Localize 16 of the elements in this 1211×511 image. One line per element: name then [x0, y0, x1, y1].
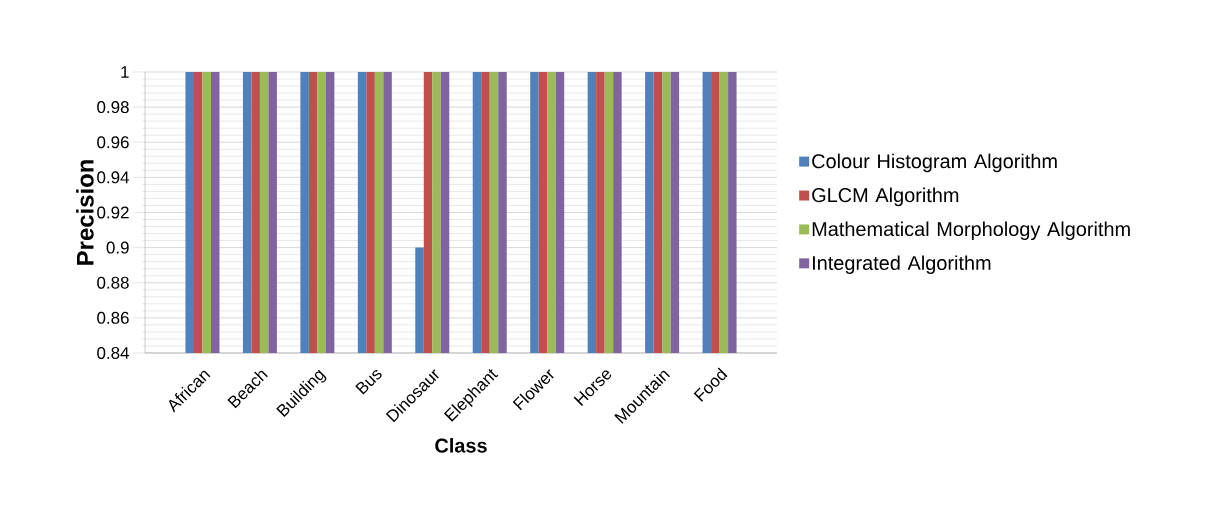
y-tick-label: 0.9 [106, 241, 129, 254]
y-tick-label: 0.88 [97, 276, 129, 289]
y-tick-label: 0.98 [97, 101, 129, 114]
x-tick-label: Bus [355, 370, 382, 395]
y-tick-label: 1 [121, 66, 129, 78]
y-tick-label: 0.84 [97, 346, 129, 359]
legend-label: GLCM Algorithm [812, 187, 959, 207]
y-axis-title: Precision [76, 160, 94, 265]
y-tick-label: 0.96 [97, 136, 129, 149]
y-tick-label: 0.86 [97, 311, 129, 324]
legend-label: Integrated Algorithm [813, 255, 991, 274]
y-tick-label: 0.92 [97, 206, 129, 219]
y-tick-label: 0.94 [97, 171, 129, 184]
legend-label: Mathematical Morphology Algorithm [812, 221, 1130, 241]
x-axis-title: Class [435, 438, 487, 453]
legend-label: Colour Histogram Algorithm [812, 153, 1057, 173]
